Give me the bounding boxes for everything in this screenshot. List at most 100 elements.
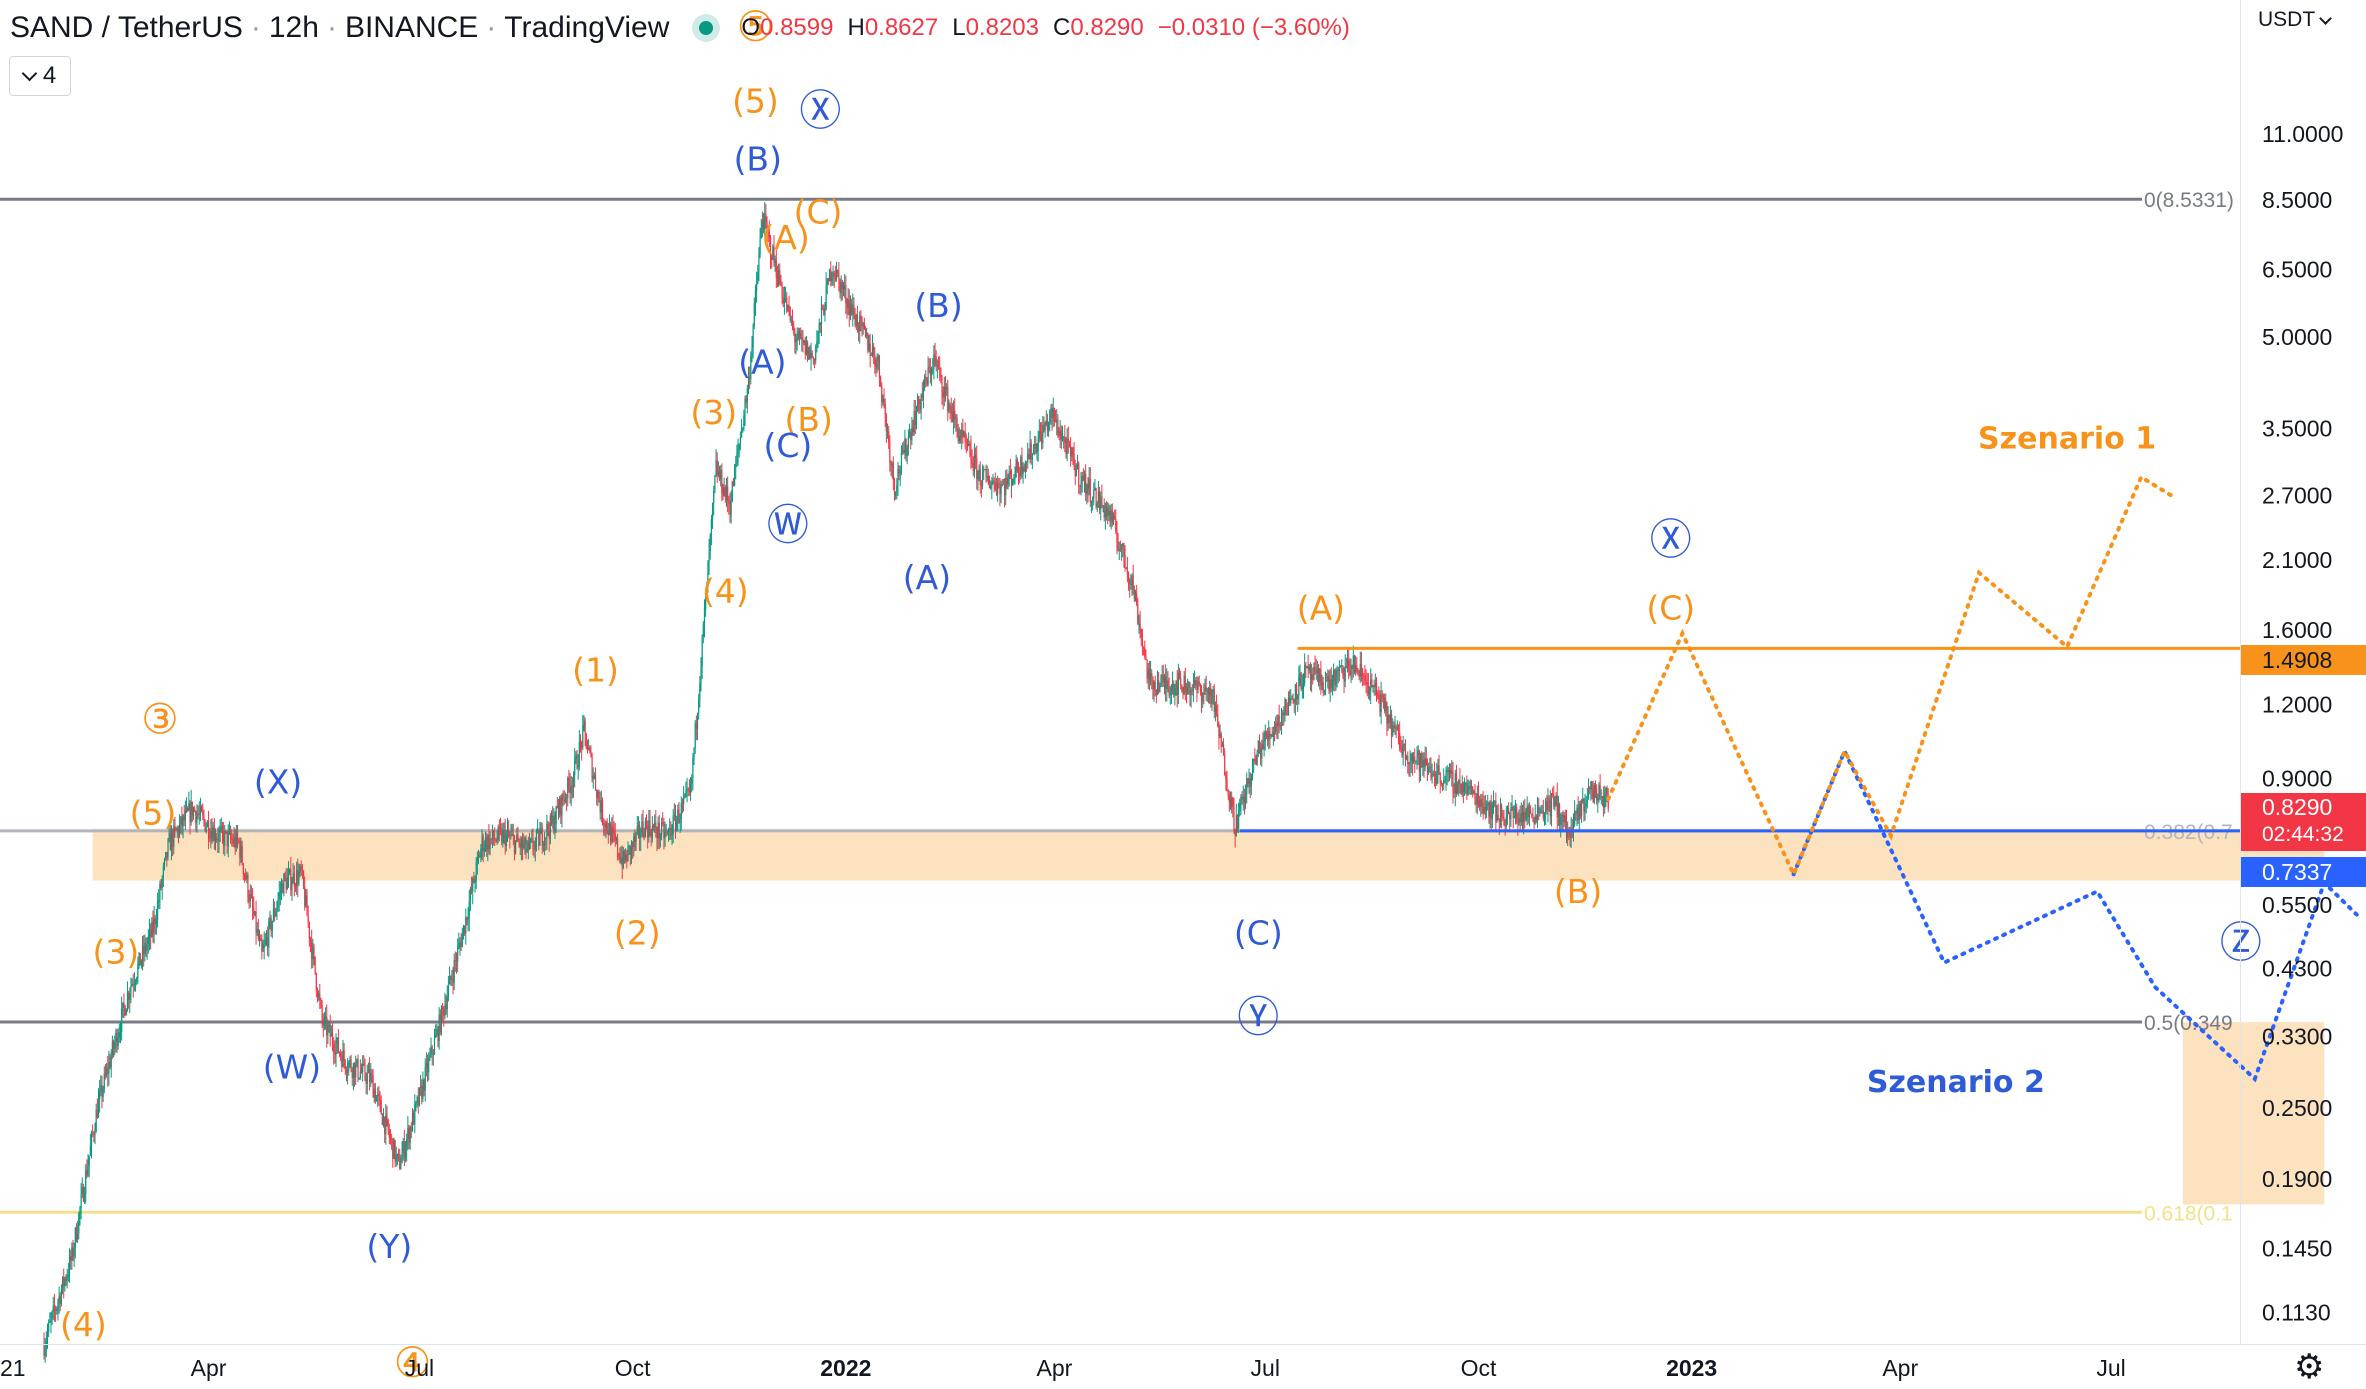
candle-body bbox=[1124, 554, 1126, 568]
candle-body bbox=[740, 428, 743, 438]
candle-body bbox=[564, 797, 567, 802]
candle-body bbox=[1126, 567, 1128, 574]
candle-body bbox=[958, 435, 960, 441]
candle-body bbox=[695, 723, 697, 729]
candle-body bbox=[408, 1128, 410, 1143]
candle-body bbox=[99, 1090, 101, 1100]
candle-body bbox=[97, 1099, 100, 1118]
candle-body bbox=[170, 832, 173, 851]
candle-body bbox=[1187, 687, 1189, 694]
price-tick-4: 5.0000 bbox=[2262, 324, 2332, 350]
candle-body bbox=[1601, 796, 1604, 798]
candle-body bbox=[964, 431, 966, 442]
candle-body bbox=[578, 741, 580, 767]
candle-body bbox=[937, 365, 940, 368]
candle-body bbox=[1220, 733, 1222, 747]
candle-body bbox=[1491, 805, 1493, 819]
candle-body bbox=[710, 518, 713, 535]
candle-body bbox=[563, 800, 565, 802]
candle-body bbox=[158, 900, 160, 902]
candle-body bbox=[1226, 779, 1228, 792]
candle-body bbox=[862, 323, 864, 326]
candle-body bbox=[571, 786, 573, 788]
time-axis[interactable] bbox=[0, 1344, 2366, 1389]
candle-body bbox=[656, 832, 658, 839]
currency-selector[interactable]: USDT bbox=[2258, 8, 2333, 32]
candle-body bbox=[902, 449, 904, 452]
candle-body bbox=[1338, 666, 1341, 671]
interval-label[interactable]: 12h bbox=[268, 11, 319, 44]
candle-body bbox=[219, 829, 221, 833]
candle-body bbox=[1141, 638, 1144, 647]
candle-body bbox=[889, 442, 891, 463]
candle-body bbox=[829, 269, 831, 282]
candle-body bbox=[1074, 465, 1076, 477]
candle-body bbox=[642, 821, 644, 834]
candle-body bbox=[122, 1002, 124, 1008]
candle-body bbox=[248, 897, 250, 902]
candle-body bbox=[134, 981, 137, 984]
candle-body bbox=[766, 221, 768, 230]
candle-body bbox=[1285, 699, 1287, 715]
candle-body bbox=[1250, 774, 1252, 787]
candle-body bbox=[1542, 810, 1544, 819]
fib-level-label-0: 0(8.5331) bbox=[2144, 189, 2234, 212]
candle-body bbox=[484, 837, 487, 848]
candle-body bbox=[301, 869, 304, 872]
candle-body bbox=[151, 921, 153, 937]
price-axis[interactable] bbox=[2240, 0, 2366, 1344]
candle-body bbox=[1090, 501, 1093, 503]
candle-body bbox=[1534, 815, 1536, 824]
candle-body bbox=[358, 1077, 360, 1079]
candle-body bbox=[530, 839, 532, 843]
gear-icon[interactable]: ⚙ bbox=[2294, 1348, 2325, 1386]
candle-body bbox=[95, 1109, 97, 1133]
candle-body bbox=[402, 1141, 404, 1153]
candle-body bbox=[109, 1061, 111, 1068]
candle-body bbox=[1414, 756, 1416, 761]
candle-body bbox=[999, 484, 1001, 495]
candle-body bbox=[511, 834, 513, 836]
candle-body bbox=[615, 838, 618, 841]
symbol-title[interactable]: SAND / TetherUS bbox=[10, 11, 243, 44]
candle-body bbox=[1549, 799, 1551, 817]
price-tick-11: 0.5500 bbox=[2262, 892, 2332, 918]
candle-body bbox=[746, 388, 748, 403]
candle-body bbox=[233, 836, 235, 844]
scenario-1-path bbox=[1606, 474, 2174, 880]
candle-body bbox=[203, 814, 205, 820]
candle-body bbox=[1342, 665, 1344, 675]
candle-body bbox=[601, 800, 604, 823]
candle-body bbox=[509, 835, 511, 837]
candle-body bbox=[1010, 474, 1013, 486]
candle-body bbox=[406, 1138, 408, 1149]
close-value: 0.8290 bbox=[1070, 14, 1144, 41]
candle-body bbox=[1584, 806, 1586, 812]
candle-body bbox=[586, 748, 589, 750]
candle-body bbox=[789, 306, 791, 321]
candle-body bbox=[232, 839, 234, 844]
candle-body bbox=[1426, 765, 1429, 772]
candle-body bbox=[959, 435, 962, 439]
candle-body bbox=[1017, 471, 1020, 474]
candle-body bbox=[1243, 796, 1246, 803]
candle-body bbox=[1316, 668, 1319, 673]
candle-body bbox=[1272, 731, 1274, 737]
candle-body bbox=[572, 775, 575, 788]
candle-body bbox=[693, 748, 695, 759]
candle-body bbox=[340, 1053, 342, 1057]
candle-body bbox=[921, 394, 923, 399]
candle-body bbox=[381, 1114, 383, 1125]
candle-body bbox=[73, 1247, 75, 1257]
candle-body bbox=[1132, 576, 1134, 589]
candle-body bbox=[1231, 797, 1233, 808]
indicators-toggle-button[interactable]: 4 bbox=[9, 56, 71, 96]
time-axis-ticks: 21 Apr Jul Oct 2022 Apr Jul Oct 2023 Apr Jul bbox=[0, 1355, 2126, 1381]
candle-body bbox=[1193, 680, 1196, 685]
candle-body bbox=[1075, 468, 1078, 477]
candle-body bbox=[1587, 787, 1590, 800]
candle-body bbox=[268, 921, 270, 948]
candle-body bbox=[1563, 815, 1565, 823]
candle-body bbox=[70, 1256, 72, 1261]
